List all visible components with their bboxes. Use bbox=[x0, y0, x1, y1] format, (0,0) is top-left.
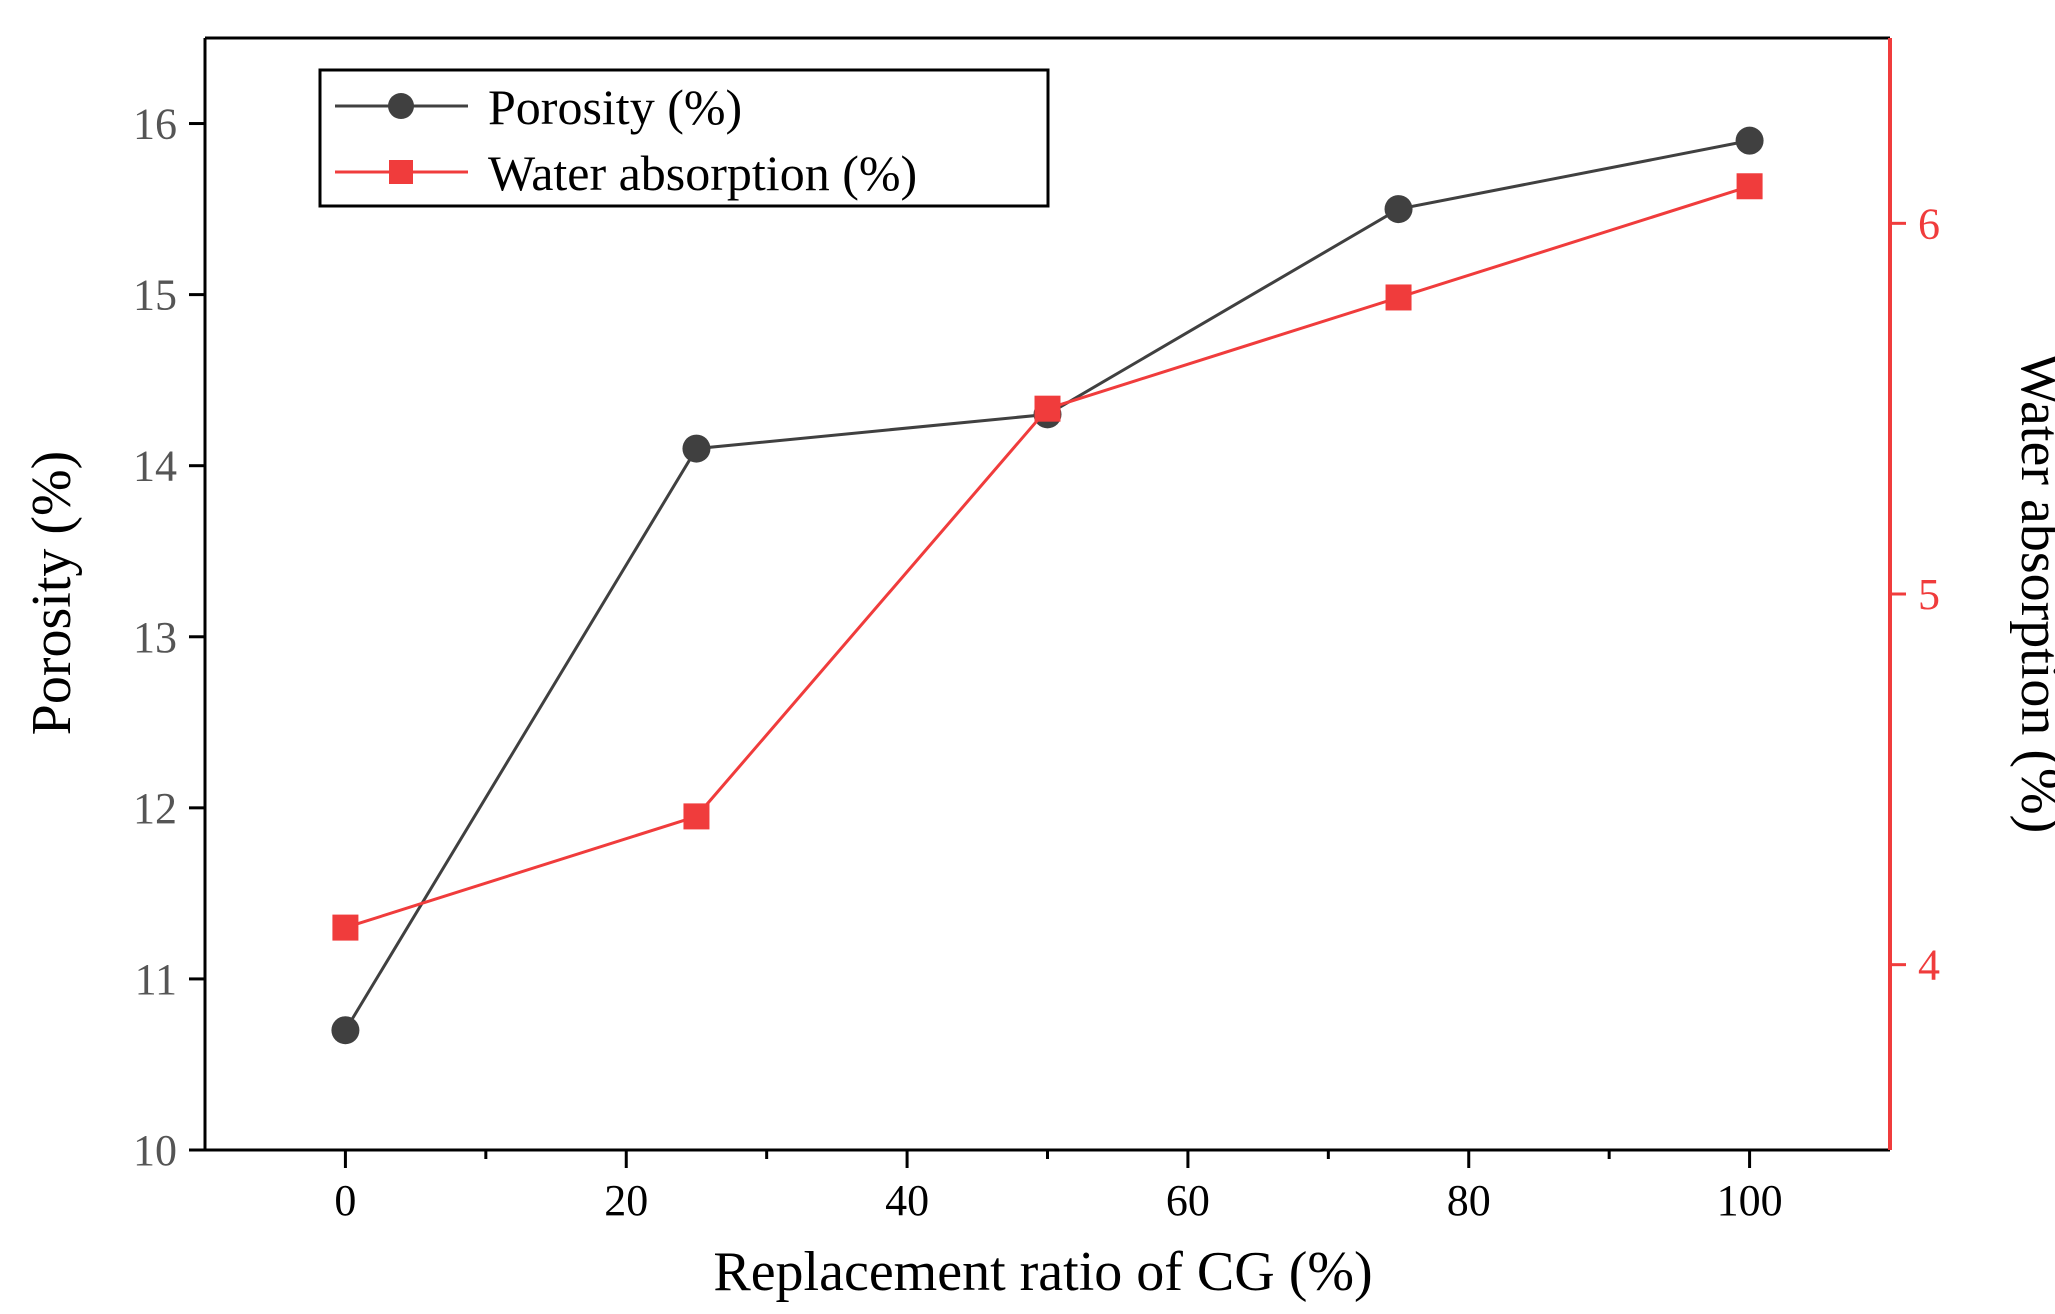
legend-marker-porosity bbox=[388, 93, 414, 119]
y-left-tick-label: 13 bbox=[133, 613, 177, 662]
y-left-tick-label: 16 bbox=[133, 100, 177, 149]
x-axis-title: Replacement ratio of CG (%) bbox=[713, 1241, 1372, 1303]
legend-marker-water-absorption bbox=[389, 160, 413, 184]
y-left-tick-label: 15 bbox=[133, 271, 177, 320]
data-point-water-absorption bbox=[1034, 395, 1061, 422]
series-layer bbox=[331, 126, 1764, 1045]
y-right-tick-label: 6 bbox=[1918, 199, 1940, 248]
x-tick-label: 20 bbox=[604, 1176, 648, 1225]
data-point-porosity bbox=[682, 434, 711, 463]
data-point-porosity bbox=[1384, 195, 1413, 224]
data-point-water-absorption bbox=[1385, 284, 1412, 311]
series-line-water-absorption bbox=[344, 184, 1751, 930]
legend-box bbox=[318, 68, 1050, 208]
legend-entry-water-absorption: Water absorption (%) bbox=[335, 145, 917, 201]
data-point-porosity bbox=[331, 1016, 360, 1045]
data-point-porosity bbox=[1735, 126, 1764, 155]
data-point-water-absorption bbox=[683, 803, 710, 830]
y-right-tick-label: 4 bbox=[1918, 941, 1940, 990]
y-axis-right-title: Water absorption (%) bbox=[2009, 353, 2055, 834]
data-point-water-absorption bbox=[332, 914, 359, 941]
y-left-tick-label: 10 bbox=[133, 1126, 177, 1175]
y-axis-left-title: Porosity (%) bbox=[21, 451, 83, 736]
x-tick-label: 80 bbox=[1447, 1176, 1491, 1225]
x-tick-label: 60 bbox=[1166, 1176, 1210, 1225]
legend-label-water-absorption: Water absorption (%) bbox=[488, 145, 917, 201]
axes-layer: 0 20 40 60 80 100 10 11 12 13 14 15 16 4 5 6 bbox=[133, 36, 1940, 1225]
legend-entry-porosity: Porosity (%) bbox=[335, 79, 742, 135]
y-left-tick-label: 12 bbox=[133, 784, 177, 833]
x-tick-label: 100 bbox=[1717, 1176, 1783, 1225]
data-point-water-absorption bbox=[1736, 173, 1763, 200]
legend-label-porosity: Porosity (%) bbox=[488, 79, 742, 135]
y-right-tick-label: 5 bbox=[1918, 570, 1940, 619]
y-left-tick-label: 11 bbox=[135, 955, 177, 1004]
x-tick-label: 40 bbox=[885, 1176, 929, 1225]
x-tick-label: 0 bbox=[334, 1176, 356, 1225]
series-line-porosity bbox=[344, 139, 1750, 1032]
y-left-tick-label: 14 bbox=[133, 442, 177, 491]
legend: Porosity (%) Water absorption (%) bbox=[318, 68, 1050, 208]
